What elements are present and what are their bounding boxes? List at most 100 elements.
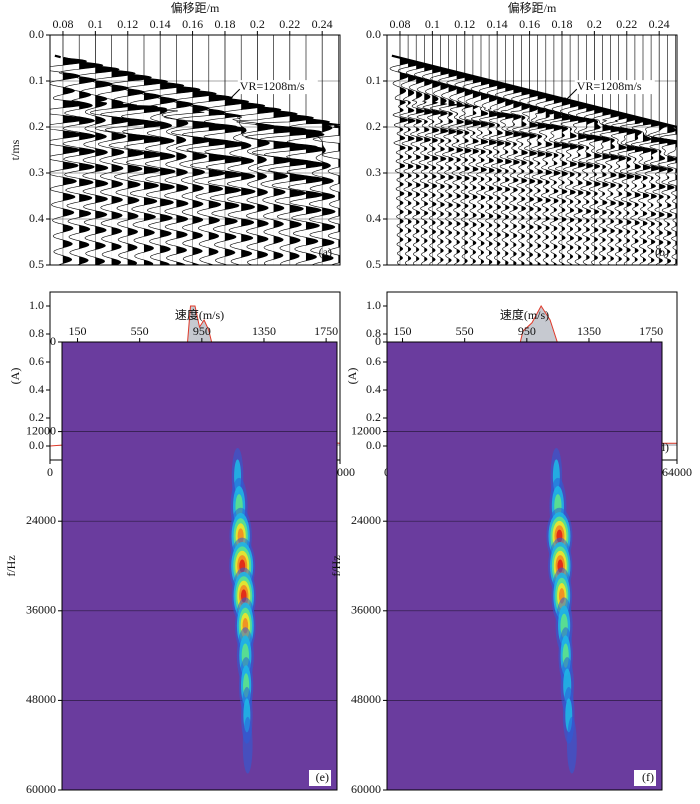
x-tick-label: 0.1 [425, 17, 440, 31]
y-tick-label: 0.4 [366, 211, 381, 225]
energy [566, 716, 577, 774]
x-axis-title: 偏移距/m [508, 0, 557, 15]
y-tick-label: 0.6 [29, 354, 44, 368]
y-tick-label: 0.2 [29, 410, 44, 424]
trace-fill [95, 35, 120, 265]
trace [156, 35, 201, 265]
y-tick-label: 0 [50, 334, 56, 348]
trace [478, 35, 502, 265]
y-tick-label: 0.8 [29, 326, 44, 340]
velocity-line [54, 54, 341, 129]
trace-fill [111, 35, 137, 265]
x-tick-label: 0.12 [117, 17, 138, 31]
y-tick-label: 0.1 [29, 73, 44, 87]
y-tick-label: 0.0 [29, 438, 44, 452]
x-tick-label: 0.22 [616, 17, 637, 31]
trace-fill [408, 35, 420, 265]
trace [221, 35, 266, 265]
trace [312, 35, 340, 265]
y-tick-label: 24000 [26, 513, 56, 527]
frame [61, 341, 338, 791]
trace [541, 35, 567, 265]
trace-fill [448, 35, 461, 265]
x-tick-label: 0.14 [150, 17, 171, 31]
x-tick-label: 0.18 [551, 17, 572, 31]
trace [414, 35, 437, 265]
trace [163, 35, 218, 265]
x-tick-label: 550 [131, 324, 149, 338]
trace-fill [127, 35, 158, 265]
trace-fill [634, 35, 647, 265]
trace [611, 35, 639, 265]
trace [519, 35, 542, 265]
background [62, 342, 337, 790]
x-tick-label: 64000 [662, 465, 692, 479]
trace-fill [545, 35, 558, 265]
x-tick-label: 0.16 [182, 17, 203, 31]
trace [590, 35, 615, 265]
trace [500, 35, 526, 265]
trace [567, 35, 591, 265]
trace [470, 35, 493, 265]
trace [422, 35, 445, 265]
trace [308, 35, 340, 265]
y-tick-label: 0.4 [29, 211, 44, 225]
y-tick-label: 48000 [351, 692, 381, 706]
trace-fill [424, 35, 437, 265]
y-tick-label: 0.4 [29, 382, 44, 396]
trace-fill [489, 35, 501, 265]
trace [462, 35, 485, 265]
trace-fill [289, 35, 322, 265]
plot-area [387, 35, 677, 265]
x-tick-label: 0.16 [519, 17, 540, 31]
y-tick-label: 36000 [26, 603, 56, 617]
x-tick-label: 150 [394, 324, 412, 338]
x-axis-title: 偏移距/m [171, 0, 220, 15]
panel-label-bg [309, 770, 331, 786]
trace [576, 35, 599, 265]
panel: 150 550 950 1350 1750 0 12000 24000 36000 48000 60… [4, 307, 338, 796]
trace [255, 35, 322, 265]
trace-fill [305, 35, 330, 265]
trace-fill [659, 35, 673, 265]
trace [527, 35, 550, 265]
trace [89, 35, 138, 265]
frame [386, 34, 678, 266]
trace-fill [62, 35, 87, 265]
x-tick-label: 1750 [639, 324, 663, 338]
trace-fill [338, 35, 340, 265]
trace-fill [241, 35, 265, 265]
y-tick-label: 12000 [351, 423, 381, 437]
annotation-bg [574, 80, 655, 95]
trace [75, 35, 120, 265]
trace [486, 35, 510, 265]
x-tick-label: 0.1 [88, 17, 103, 31]
panel-label: (e) [316, 770, 329, 784]
y-axis-title: (A) [345, 368, 359, 385]
trace-fill [257, 35, 281, 265]
y-tick-label: 0.6 [366, 354, 381, 368]
trace-fill [208, 35, 238, 265]
y-tick-label: 0.0 [366, 438, 381, 452]
y-axis-title: t/ms [8, 139, 22, 160]
y-axis-title: f/Hz [329, 555, 343, 576]
annotation: VR=1208m/s [240, 79, 305, 93]
y-tick-label: 0 [375, 334, 381, 348]
trace [236, 35, 307, 265]
y-tick-label: 0.3 [366, 165, 381, 179]
panel: 150 550 950 1350 1750 0 12000 24000 36000 48000 60… [329, 307, 663, 796]
panel-label-bg [634, 770, 656, 786]
annotation: VR=1208m/s [577, 79, 642, 93]
trace [493, 35, 518, 265]
trace-fill [176, 35, 201, 265]
panel: VR=1208m/s 0.08 0.1 0.12 0.14 0.16 0.18 0.2 0.22… [366, 0, 678, 271]
x-tick-label: 0.18 [214, 17, 235, 31]
y-tick-label: 48000 [26, 692, 56, 706]
x-axis-title: 速度(m/s) [500, 307, 549, 322]
y-tick-label: 0.3 [29, 165, 44, 179]
trace-fill [513, 35, 526, 265]
y-tick-label: 0.5 [29, 257, 44, 271]
plot-area [62, 342, 337, 790]
x-tick-label: 550 [456, 324, 474, 338]
